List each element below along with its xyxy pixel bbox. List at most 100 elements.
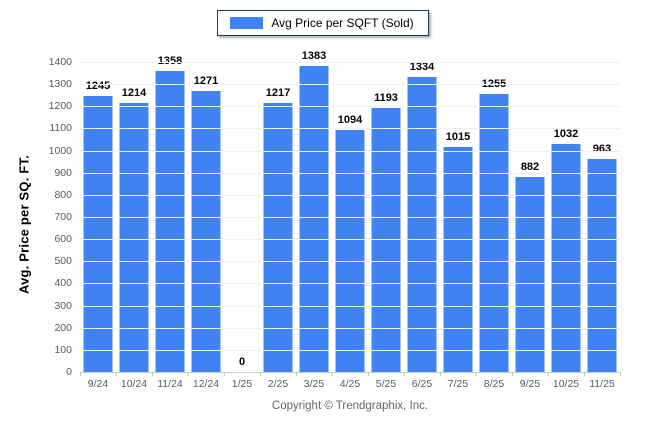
y-tick-label: 800 [54,188,72,201]
plot-area: 1245 9/24 1214 10/24 1358 11/24 1271 12/24 0 1/25… [49,50,621,390]
bar-slot: 1271 12/24 [188,62,224,390]
x-axis-tickmark [620,372,621,376]
bar[interactable] [515,176,545,372]
bar[interactable] [443,147,473,372]
bar[interactable] [155,71,185,372]
gridline [80,62,620,63]
gridline [80,194,620,196]
gridline [80,106,620,108]
bar-slot: 1094 4/25 [332,62,368,390]
bar[interactable] [83,96,113,372]
bar-value-label: 1358 [152,55,188,67]
bar-value-label: 0 [238,356,246,368]
bar-slot: 1217 2/25 [260,62,296,390]
gridline [80,217,620,218]
x-axis-tickmark [368,372,369,376]
y-tick-label: 300 [54,299,72,312]
bar-slot: 882 9/25 [512,62,548,390]
x-axis-tickmark [188,372,189,376]
bar[interactable] [191,90,221,372]
x-axis-tickmark [476,372,477,376]
bar-value-label: 963 [592,142,612,155]
x-tick-label: 3/25 [303,378,325,390]
bar-slot: 1358 11/24 [152,55,188,390]
bar-value-label: 1214 [121,87,147,100]
bar-slot: 1015 7/25 [440,62,476,390]
y-tick-label: 1300 [48,78,72,91]
y-tick-label: 1400 [48,56,72,68]
copyright-text: Copyright © Trendgraphix, Inc. [271,400,429,412]
y-tick-label: 500 [54,255,72,268]
y-tick-label: 100 [54,343,72,356]
bar-slot: 963 11/25 [584,62,620,390]
bar-value-label: 1271 [193,74,219,87]
x-axis-tickmark [296,372,297,376]
x-tick-label: 8/25 [483,378,505,390]
gridline [80,150,620,152]
x-tick-label: 7/25 [447,378,469,390]
x-axis-tickmark [548,372,549,376]
bar-slot: 1334 6/25 [404,60,440,390]
legend-item[interactable]: Avg Price per SQFT (Sold) [217,10,429,36]
gridline [80,261,620,263]
bar-slot: 1032 10/25 [548,62,584,390]
bar[interactable] [479,94,509,372]
legend-swatch-icon [230,17,264,29]
y-tick-label: 400 [54,277,72,290]
bar-value-label: 1094 [337,113,363,126]
bar-value-label: 1193 [374,91,398,104]
x-tick-label: 10/25 [552,378,580,390]
bar-slot: 1383 3/25 [296,50,332,390]
gridline [80,305,620,307]
bar-value-label: 1383 [301,49,327,62]
y-tick-label: 700 [54,211,72,223]
x-axis-tickmark [440,372,441,376]
bar-value-label: 1217 [265,86,291,99]
x-axis-tickmark [512,372,513,376]
bar-value-label: 1015 [445,131,471,144]
y-tick-label: 1100 [49,122,72,135]
x-tick-label: 11/24 [157,378,183,390]
chart-legend: Avg Price per SQFT (Sold) [0,10,646,36]
x-tick-label: 2/25 [267,378,289,390]
x-axis-tickmark [80,372,81,376]
bar[interactable] [299,65,329,372]
gridline [80,283,620,285]
gridline [80,349,620,351]
bar-value-label: 1245 [85,80,111,93]
bar-slot: 1255 8/25 [476,62,512,390]
y-tick-label: 1000 [48,144,72,157]
bar[interactable] [551,143,581,372]
bar[interactable] [407,76,437,372]
x-axis-tickmark [116,372,117,376]
bar-value-label: 1032 [553,127,579,140]
bar[interactable] [119,103,149,372]
bar[interactable] [587,158,617,372]
x-axis-tickmark [260,372,261,376]
x-tick-label: 4/25 [339,378,361,390]
x-tick-label: 11/25 [589,378,615,390]
gridline [80,84,620,86]
x-tick-label: 10/24 [120,378,148,390]
y-tick-label: 0 [66,366,72,378]
bar-slot: 0 1/25 [224,62,260,390]
y-tick-label: 200 [54,321,72,334]
x-axis-tickmark [332,372,333,376]
x-axis-tickmark [584,372,585,376]
bar-value-label: 1334 [409,60,435,73]
x-tick-label: 6/25 [411,378,433,390]
x-axis-tickmark [224,372,225,376]
gridline [80,327,620,329]
x-tick-label: 9/24 [87,378,109,390]
bar-slot: 1245 9/24 [80,62,116,390]
x-tick-label: 5/25 [375,378,397,390]
gridline [80,172,620,174]
gridline [80,239,620,241]
bar[interactable] [263,102,293,372]
gridline [80,128,620,130]
x-axis-tickmark [152,372,153,376]
x-tick-label: 12/24 [192,378,220,390]
y-tick-label: 600 [54,233,72,246]
bar[interactable] [335,129,365,372]
